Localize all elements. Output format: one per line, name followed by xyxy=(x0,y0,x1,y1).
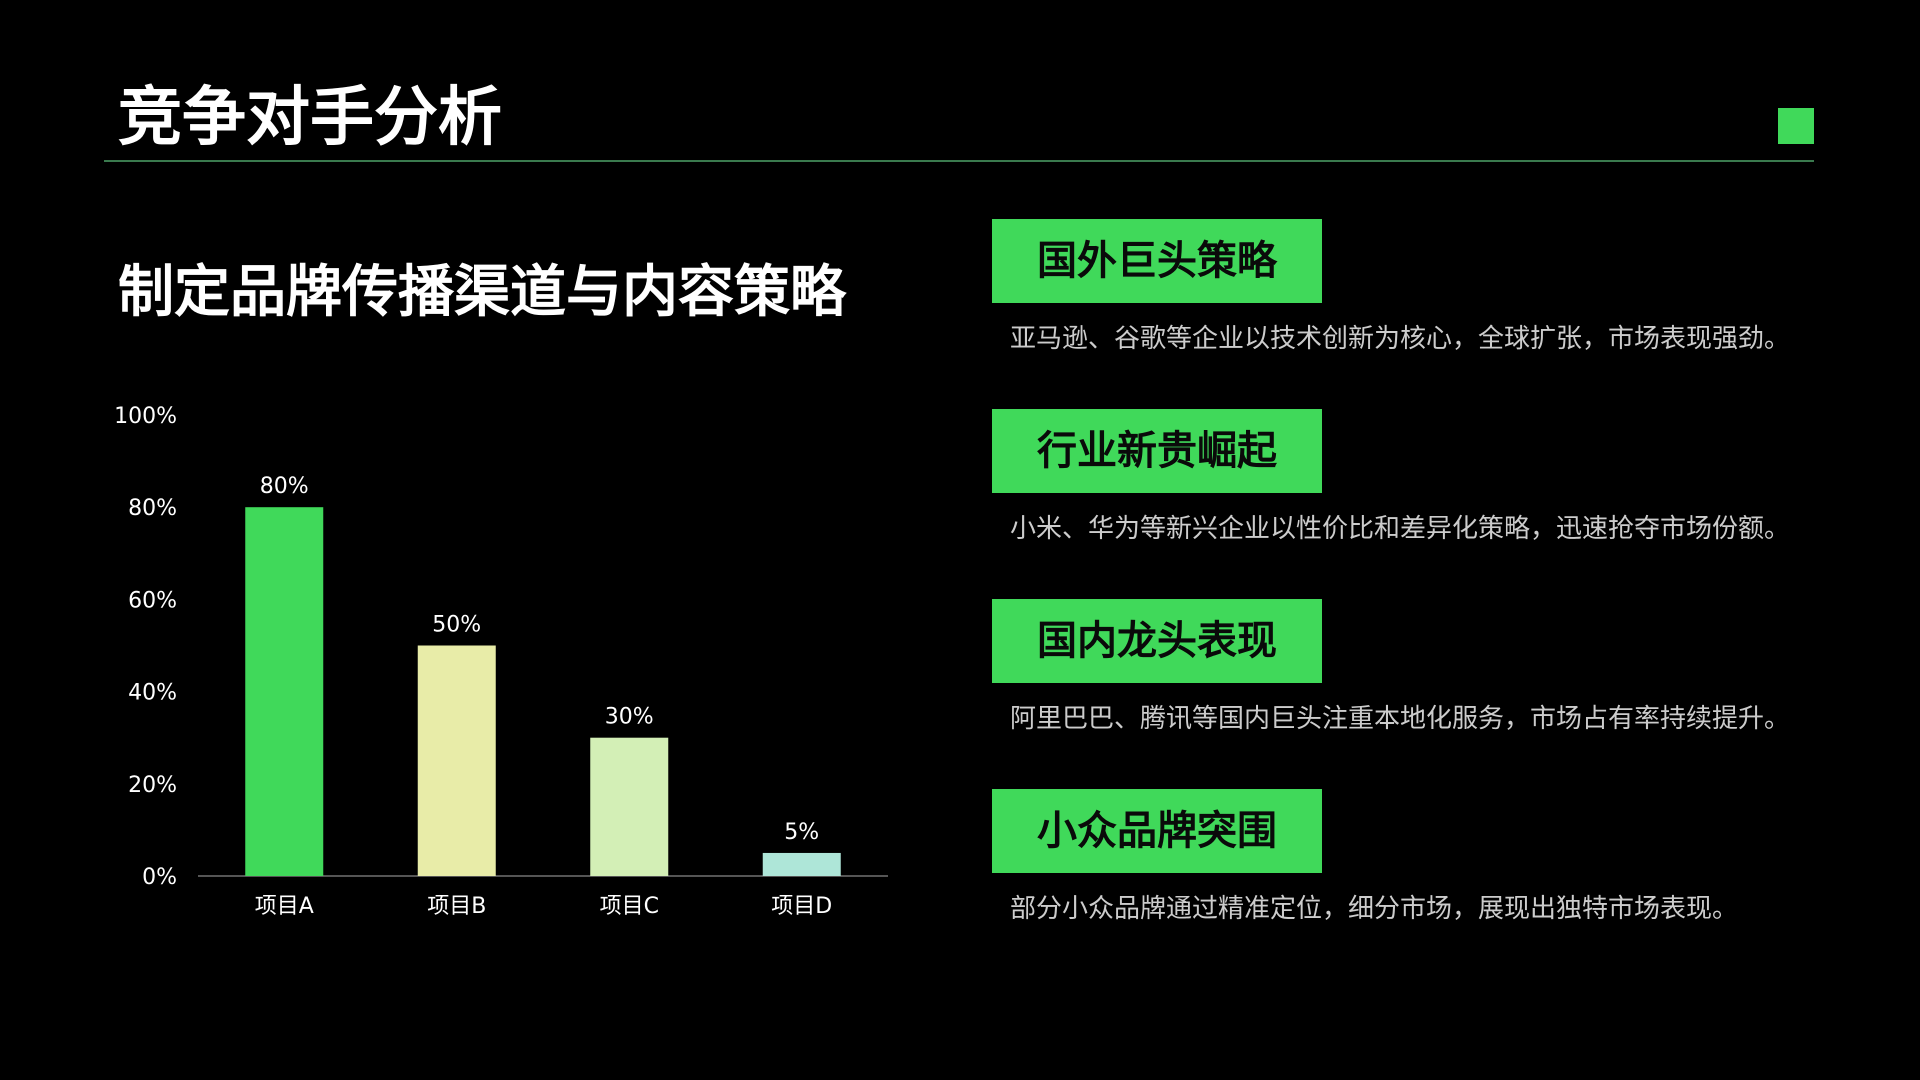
card-label: 国外巨头策略 xyxy=(992,219,1322,303)
x-tick-label: 项目D xyxy=(771,894,832,919)
bar-chart: 0% 20% 40% 60% 80% 100% 80% 项目A 50% 项目B 30% 项目C 5% 项目… xyxy=(114,404,888,919)
accent-square xyxy=(1778,108,1814,144)
bar xyxy=(245,507,324,876)
y-tick-label: 100% xyxy=(114,404,177,429)
data-label: 30% xyxy=(605,705,654,730)
card-label: 国内龙头表现 xyxy=(992,599,1322,683)
bar xyxy=(417,645,496,876)
y-tick-label: 40% xyxy=(128,681,177,706)
y-tick-label: 20% xyxy=(128,773,177,798)
data-label: 5% xyxy=(784,820,819,845)
y-tick-label: 0% xyxy=(142,865,177,890)
slide-title: 竞争对手分析 xyxy=(118,81,502,155)
chart-heading: 制定品牌传播渠道与内容策略 xyxy=(118,260,846,325)
y-tick-label: 80% xyxy=(128,496,177,521)
card-text: 部分小众品牌通过精准定位，细分市场，展现出独特市场表现。 xyxy=(1010,894,1739,924)
card-text: 小米、华为等新兴企业以性价比和差异化策略，迅速抢夺市场份额。 xyxy=(1010,514,1791,544)
card-text: 阿里巴巴、腾讯等国内巨头注重本地化服务，市场占有率持续提升。 xyxy=(1010,704,1791,734)
card-domestic-leaders: 国内龙头表现 阿里巴巴、腾讯等国内巨头注重本地化服务，市场占有率持续提升。 xyxy=(992,599,1852,737)
x-tick-label: 项目C xyxy=(600,894,659,919)
card-niche-brands: 小众品牌突围 部分小众品牌通过精准定位，细分市场，展现出独特市场表现。 xyxy=(992,789,1852,927)
x-tick-label: 项目B xyxy=(427,894,486,919)
bar xyxy=(590,737,669,876)
x-tick-label: 项目A xyxy=(255,894,314,919)
card-text: 亚马逊、谷歌等企业以技术创新为核心，全球扩张，市场表现强劲。 xyxy=(1010,324,1791,354)
card-label: 行业新贵崛起 xyxy=(992,409,1322,493)
card-label: 小众品牌突围 xyxy=(992,789,1322,873)
title-divider xyxy=(104,160,1814,162)
card-rising-stars: 行业新贵崛起 小米、华为等新兴企业以性价比和差异化策略，迅速抢夺市场份额。 xyxy=(992,409,1852,547)
card-overseas-giants: 国外巨头策略 亚马逊、谷歌等企业以技术创新为核心，全球扩张，市场表现强劲。 xyxy=(992,219,1852,357)
bar xyxy=(762,852,841,876)
data-label: 80% xyxy=(260,474,309,499)
data-label: 50% xyxy=(432,613,481,638)
y-tick-label: 60% xyxy=(128,588,177,613)
